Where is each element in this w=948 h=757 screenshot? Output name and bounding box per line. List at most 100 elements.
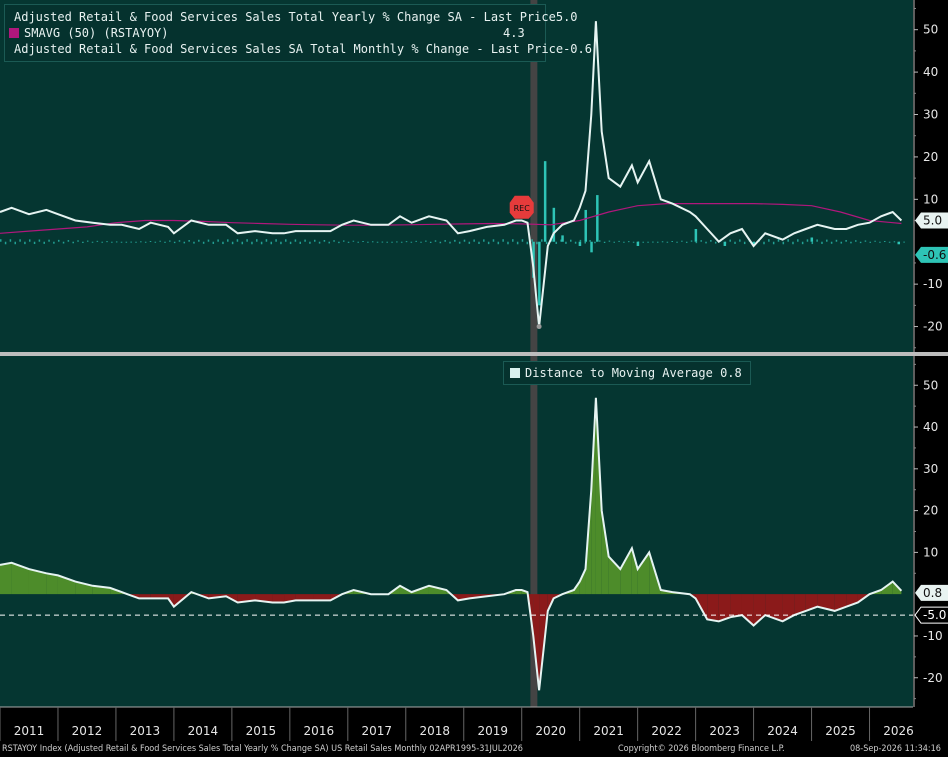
monthly-bar: [410, 241, 413, 243]
monthly-bar: [357, 241, 359, 243]
legend-label-smavg: SMAVG (50) (RSTAYOY): [24, 26, 169, 40]
monthly-bar: [578, 241, 582, 246]
monthly-bar: [627, 241, 630, 243]
legend-value-distance: 0.8: [720, 366, 742, 380]
x-tick-label-2022: 2022: [651, 724, 682, 738]
monthly-bar: [82, 241, 84, 244]
distance-last-tag-label: 0.8: [923, 586, 942, 600]
negative-area: [707, 594, 719, 622]
monthly-bar: [570, 239, 572, 242]
monthly-bar: [507, 241, 509, 245]
monthly-bar: [734, 241, 736, 244]
monthly-bar: [43, 241, 45, 244]
monthly-bar: [198, 239, 200, 242]
monthly-bar: [270, 241, 273, 245]
recession-band-2: [530, 356, 538, 707]
monthly-bar: [280, 241, 282, 245]
recession-marker-label: REC: [514, 204, 531, 213]
monthly-bar: [497, 241, 500, 245]
legend-label-mom: Adjusted Retail & Food Services Sales SA…: [14, 42, 564, 56]
negative-area: [150, 594, 169, 599]
monthly-bar: [111, 241, 113, 243]
monthly-bar: [169, 240, 171, 242]
monthly-bar: [86, 240, 89, 242]
chart-canvas[interactable]: -20 -10 10 20 30 40 50 REC 5.0 -0.6 -20 -10 10 20 30 4…: [0, 0, 948, 741]
top-legend[interactable]: Adjusted Retail & Food Services Sales To…: [4, 4, 592, 62]
monthly-bar: [48, 239, 50, 242]
legend-value-yoy: 5.0: [555, 10, 578, 24]
monthly-bar: [342, 240, 345, 242]
monthly-bar: [695, 241, 698, 244]
monthly-bar: [309, 241, 311, 244]
monthly-bar: [492, 239, 495, 242]
monthly-bar: [9, 239, 12, 242]
positive-area: [637, 552, 650, 595]
y-tick-label-1-30: 30: [923, 108, 938, 122]
x-tick-label-2015: 2015: [246, 724, 277, 738]
positive-area: [579, 569, 586, 595]
monthly-bar: [371, 241, 374, 243]
monthly-bar: [140, 241, 142, 243]
min-point-marker: [536, 324, 542, 330]
legend-item-yoy[interactable]: Adjusted Retail & Food Services Sales To…: [5, 9, 578, 25]
monthly-bar: [429, 241, 432, 244]
negative-area: [533, 594, 540, 691]
monthly-bar: [14, 241, 16, 245]
positive-area: [0, 562, 12, 595]
monthly-bar: [135, 241, 137, 243]
monthly-bar: [797, 239, 799, 242]
monthly-bar: [787, 239, 789, 242]
monthly-bar: [743, 241, 746, 245]
monthly-bar: [752, 241, 756, 246]
monthly-bar: [541, 239, 543, 242]
monthly-bar: [304, 239, 306, 242]
monthly-bar: [4, 241, 7, 245]
x-tick-label-2021: 2021: [593, 724, 624, 738]
monthly-bar: [222, 241, 224, 245]
monthly-bar: [543, 161, 547, 242]
monthly-bar: [405, 241, 408, 243]
monthly-bar: [502, 239, 504, 242]
x-axis: 2011 2012 2013 2014 2015 2016 2017 2018 2019 2020…: [0, 706, 948, 741]
monthly-bar: [618, 240, 620, 242]
monthly-bar: [463, 239, 466, 242]
monthly-bar: [594, 241, 596, 244]
monthly-bar: [227, 239, 229, 242]
monthly-bar: [811, 241, 814, 245]
monthly-bar: [367, 241, 369, 243]
monthly-bar: [623, 241, 625, 243]
monthly-bar: [289, 241, 292, 245]
x-tick-label-2018: 2018: [419, 724, 450, 738]
monthly-bar: [589, 240, 591, 242]
distance-line: [0, 397, 903, 691]
negative-area: [817, 594, 835, 611]
y-tick-label-2-10: 10: [923, 545, 938, 559]
monthly-bar: [125, 241, 128, 243]
positive-area: [620, 548, 632, 595]
monthly-bar: [739, 239, 741, 242]
monthly-bar: [193, 241, 195, 244]
x-tick-label-2023: 2023: [709, 724, 740, 738]
monthly-bar: [260, 241, 263, 245]
monthly-bar: [164, 241, 166, 243]
monthly-bar: [763, 241, 765, 245]
bottom-legend[interactable]: Distance to Moving Average 0.8: [503, 361, 751, 385]
legend-item-mom[interactable]: Adjusted Retail & Food Services Sales SA…: [5, 41, 592, 57]
monthly-bar: [772, 241, 775, 245]
monthly-bar: [183, 241, 186, 244]
positive-area: [515, 590, 522, 595]
legend-item-distance[interactable]: Distance to Moving Average 0.8: [506, 365, 742, 381]
monthly-bar: [705, 241, 707, 244]
reference-tag-label: -5.0: [923, 608, 946, 622]
yoy-last-tag: [915, 212, 948, 229]
monthly-bar: [538, 241, 541, 306]
monthly-bar: [19, 239, 21, 242]
monthly-bar: [512, 239, 514, 242]
legend-item-smavg[interactable]: SMAVG (50) (RSTAYOY) 4.3: [5, 25, 545, 41]
monthly-bar: [425, 240, 427, 242]
monthly-bar: [178, 240, 181, 242]
negative-area: [846, 594, 858, 607]
legend-value-smavg: 4.3: [503, 26, 525, 40]
monthly-bar: [173, 241, 176, 244]
